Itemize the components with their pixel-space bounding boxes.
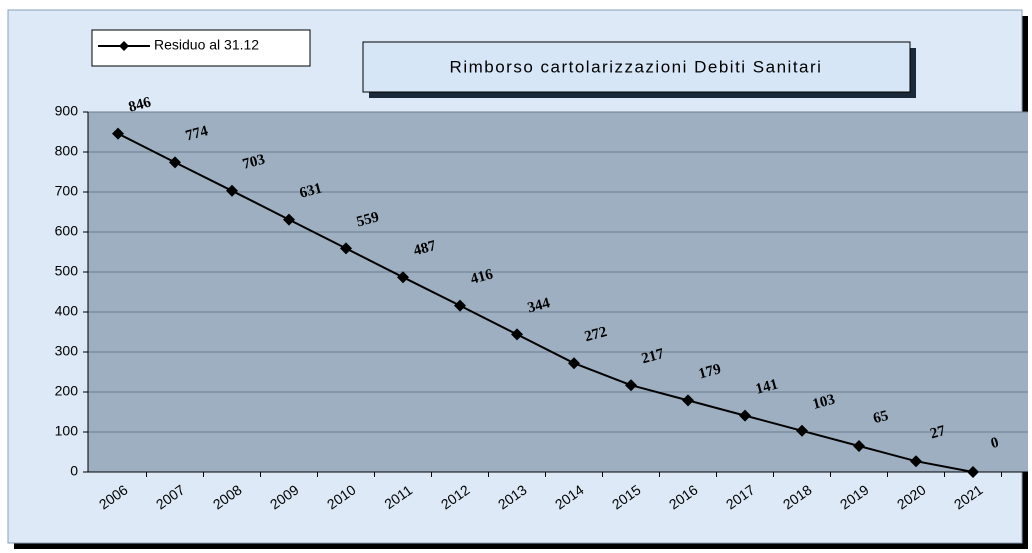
point-marker — [112, 127, 124, 140]
data-label: 774 — [184, 123, 210, 144]
legend-marker — [119, 41, 129, 51]
point-marker — [568, 357, 580, 370]
plot-area — [88, 112, 1028, 472]
point-marker — [910, 455, 922, 468]
point-marker — [397, 271, 409, 284]
y-tick-label: 700 — [55, 183, 79, 199]
data-label: 272 — [583, 324, 609, 345]
y-tick-label: 500 — [55, 263, 79, 279]
data-label: 846 — [127, 94, 153, 115]
y-tick-label: 600 — [55, 223, 79, 239]
data-label: 179 — [697, 361, 723, 382]
y-tick-label: 300 — [55, 343, 79, 359]
data-label: 103 — [811, 392, 837, 413]
y-tick-label: 800 — [55, 143, 79, 159]
data-label: 27 — [929, 423, 948, 442]
data-label: 559 — [355, 209, 381, 230]
point-marker — [454, 299, 466, 312]
data-label: 141 — [754, 376, 780, 397]
data-label: 344 — [526, 295, 552, 316]
data-label: 416 — [469, 266, 495, 287]
title-box — [362, 41, 911, 93]
series-line — [117, 132, 974, 473]
data-label: 487 — [412, 238, 438, 259]
chart-title: Rimborso cartolarizzazioni Debiti Sanita… — [450, 57, 823, 76]
data-label: 703 — [241, 152, 267, 173]
point-marker — [739, 409, 751, 422]
point-marker — [340, 242, 352, 255]
point-marker — [967, 466, 979, 478]
point-marker — [169, 156, 181, 169]
y-tick-label: 200 — [55, 383, 79, 399]
point-marker — [283, 213, 295, 226]
point-marker — [682, 394, 694, 407]
data-label: 65 — [872, 408, 891, 427]
y-tick-label: 900 — [55, 103, 79, 119]
point-marker — [796, 424, 808, 437]
point-marker — [511, 328, 523, 341]
point-marker — [853, 440, 865, 452]
y-tick-label: 100 — [55, 423, 79, 439]
data-label: 217 — [640, 346, 666, 367]
y-tick-label: 0 — [70, 463, 78, 479]
legend-label: Residuo al 31.12 — [154, 37, 259, 53]
point-marker — [226, 184, 238, 197]
data-label: 631 — [298, 180, 324, 201]
legend — [91, 29, 311, 67]
y-tick-label: 400 — [55, 303, 79, 319]
point-marker — [625, 379, 637, 392]
data-label: 0 — [989, 435, 1000, 452]
